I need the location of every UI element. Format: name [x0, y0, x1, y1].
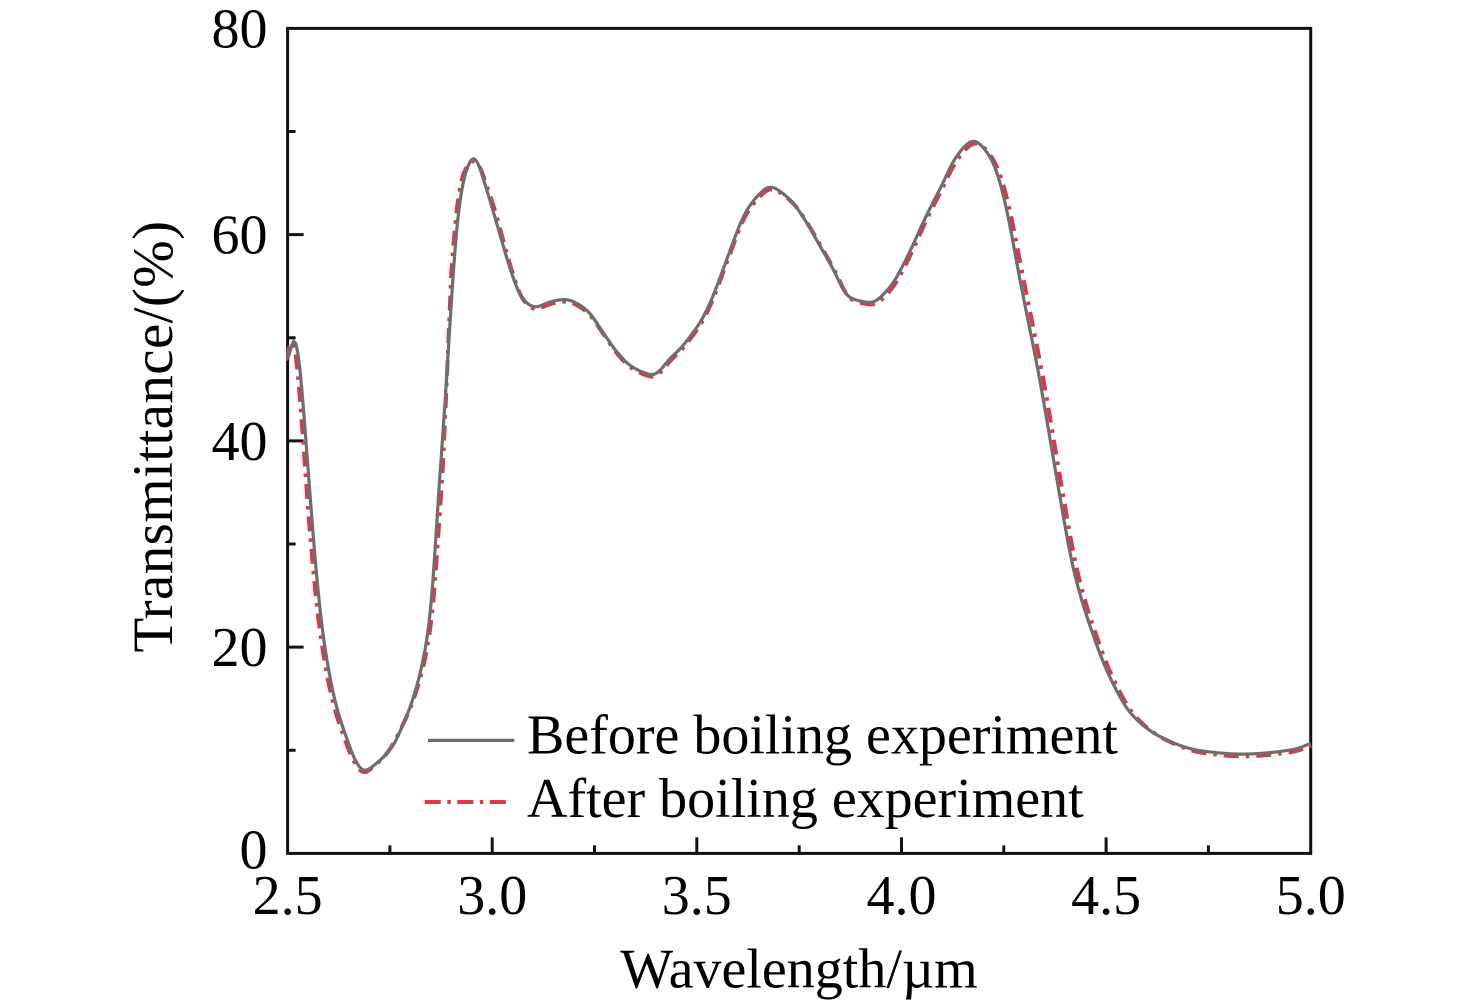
svg-text:Transmittance/(%): Transmittance/(%) — [122, 220, 185, 652]
svg-text:3.5: 3.5 — [662, 865, 732, 927]
svg-text:4.5: 4.5 — [1071, 865, 1141, 927]
svg-text:5.0: 5.0 — [1276, 865, 1346, 927]
svg-text:0: 0 — [240, 819, 268, 881]
svg-text:After boiling experiment: After boiling experiment — [527, 768, 1084, 830]
svg-text:40: 40 — [212, 411, 268, 473]
svg-text:20: 20 — [212, 617, 268, 679]
svg-text:3.0: 3.0 — [457, 865, 527, 927]
svg-text:Wavelength/µm: Wavelength/µm — [620, 939, 977, 1001]
svg-text:80: 80 — [212, 0, 268, 60]
svg-text:4.0: 4.0 — [867, 865, 937, 927]
svg-text:2.5: 2.5 — [253, 865, 323, 927]
svg-text:Before boiling experiment: Before boiling experiment — [527, 705, 1118, 767]
svg-text:60: 60 — [212, 205, 268, 267]
